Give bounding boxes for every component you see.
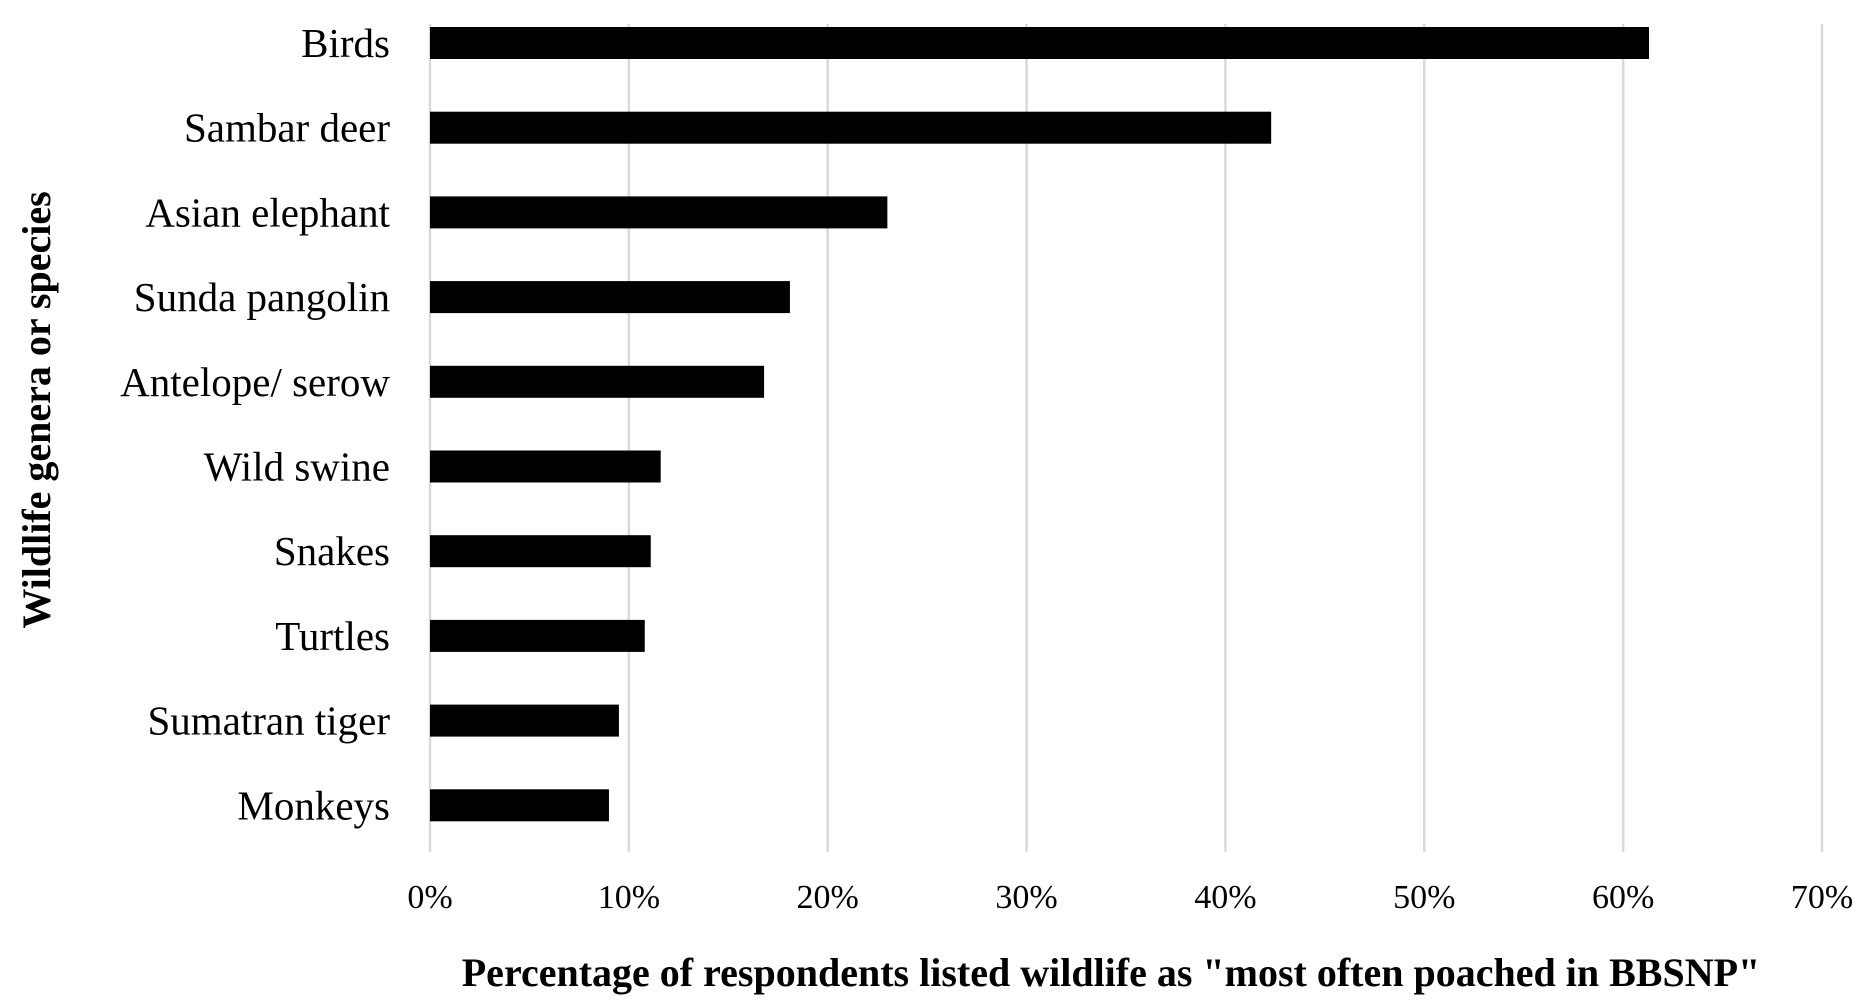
bar-monkeys — [430, 789, 609, 822]
y-axis-title: Wildlife genera or species — [14, 191, 59, 628]
category-label: Antelope/ serow — [120, 359, 390, 405]
category-labels: Birds Sambar deer Asian elephant Sunda pang… — [120, 20, 390, 828]
x-tick-label: 10% — [598, 879, 660, 916]
bar-turtles — [430, 619, 645, 652]
x-tick-label: 60% — [1592, 879, 1654, 916]
category-label: Birds — [301, 20, 390, 66]
category-label: Sumatran tiger — [147, 698, 390, 744]
category-label: Sunda pangolin — [134, 274, 390, 320]
category-label: Snakes — [274, 528, 390, 574]
x-axis-title: Percentage of respondents listed wildlif… — [462, 950, 1760, 995]
category-label: Wild swine — [204, 444, 390, 490]
bar-snakes — [430, 535, 651, 568]
x-tick-label: 50% — [1393, 879, 1455, 916]
bars — [430, 27, 1649, 822]
bar-asian-elephant — [430, 196, 888, 229]
bar-sambar-deer — [430, 111, 1272, 144]
bar-antelope-serow — [430, 365, 765, 398]
category-label: Turtles — [275, 613, 390, 659]
bar-wild-swine — [430, 450, 661, 483]
x-tick-label: 0% — [407, 879, 452, 916]
category-label: Asian elephant — [145, 189, 390, 235]
x-tick-label: 20% — [797, 879, 859, 916]
x-tick-label: 70% — [1791, 879, 1853, 916]
x-tick-label: 40% — [1194, 879, 1256, 916]
bar-sumatran-tiger — [430, 704, 619, 737]
gridlines — [428, 24, 1824, 852]
category-label: Monkeys — [237, 782, 390, 828]
category-label: Sambar deer — [184, 105, 390, 151]
bar-sunda-pangolin — [430, 281, 790, 314]
x-tick-labels: 0% 10% 20% 30% 40% 50% 60% 70% — [407, 879, 1853, 916]
bar-birds — [430, 27, 1649, 59]
x-tick-label: 30% — [995, 879, 1057, 916]
